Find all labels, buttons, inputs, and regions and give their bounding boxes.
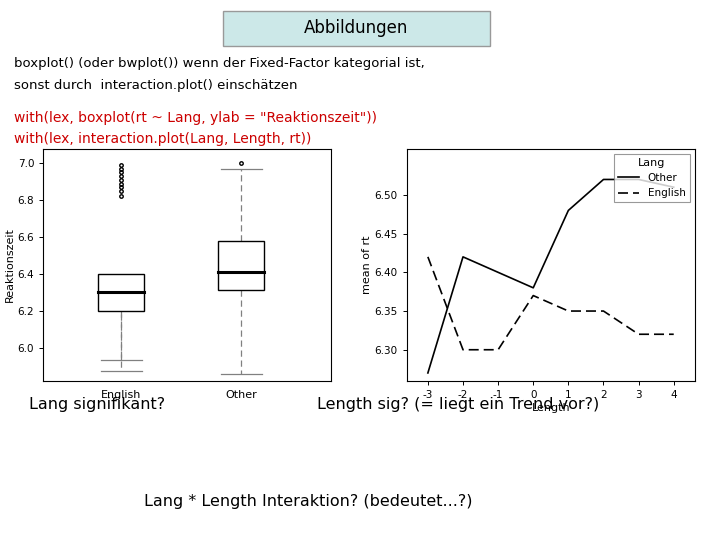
English: [599, 308, 608, 314]
English: [423, 254, 432, 260]
FancyBboxPatch shape: [223, 11, 490, 46]
English: [529, 292, 538, 299]
Text: boxplot() (oder bwplot()) wenn der Fixed-Factor kategorial ist,: boxplot() (oder bwplot()) wenn der Fixed…: [14, 57, 425, 70]
Other: [494, 269, 503, 275]
English: [634, 331, 643, 338]
Y-axis label: mean of rt: mean of rt: [361, 235, 372, 294]
X-axis label: Length: Length: [531, 402, 570, 413]
Text: with(lex, interaction.plot(Lang, Length, rt)): with(lex, interaction.plot(Lang, Length,…: [14, 132, 312, 146]
Other: [459, 254, 467, 260]
Legend: Other, English: Other, English: [614, 154, 690, 202]
Line: Other: Other: [428, 179, 674, 373]
English: [564, 308, 572, 314]
Text: sonst durch  interaction.plot() einschätzen: sonst durch interaction.plot() einschätz…: [14, 79, 298, 92]
Text: Lang signifikant?: Lang signifikant?: [29, 397, 165, 412]
English: [459, 347, 467, 353]
English: [670, 331, 678, 338]
Other: [423, 370, 432, 376]
Other: [670, 184, 678, 191]
Bar: [99, 274, 144, 310]
Text: Lang * Length Interaktion? (bedeutet...?): Lang * Length Interaktion? (bedeutet...?…: [144, 494, 472, 509]
Y-axis label: Reaktionszeit: Reaktionszeit: [5, 227, 15, 302]
English: [494, 347, 503, 353]
Text: with(lex, boxplot(rt ~ Lang, ylab = "Reaktionszeit")): with(lex, boxplot(rt ~ Lang, ylab = "Rea…: [14, 111, 377, 125]
Other: [564, 207, 572, 214]
Other: [634, 176, 643, 183]
Line: English: English: [428, 257, 674, 350]
Text: Abbildungen: Abbildungen: [305, 19, 408, 37]
Bar: [218, 241, 264, 291]
Other: [529, 285, 538, 291]
Other: [599, 176, 608, 183]
Text: Length sig? (= liegt ein Trend vor?): Length sig? (= liegt ein Trend vor?): [317, 397, 599, 412]
